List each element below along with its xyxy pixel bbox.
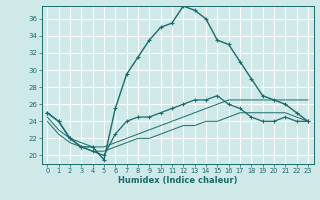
X-axis label: Humidex (Indice chaleur): Humidex (Indice chaleur) <box>118 176 237 185</box>
